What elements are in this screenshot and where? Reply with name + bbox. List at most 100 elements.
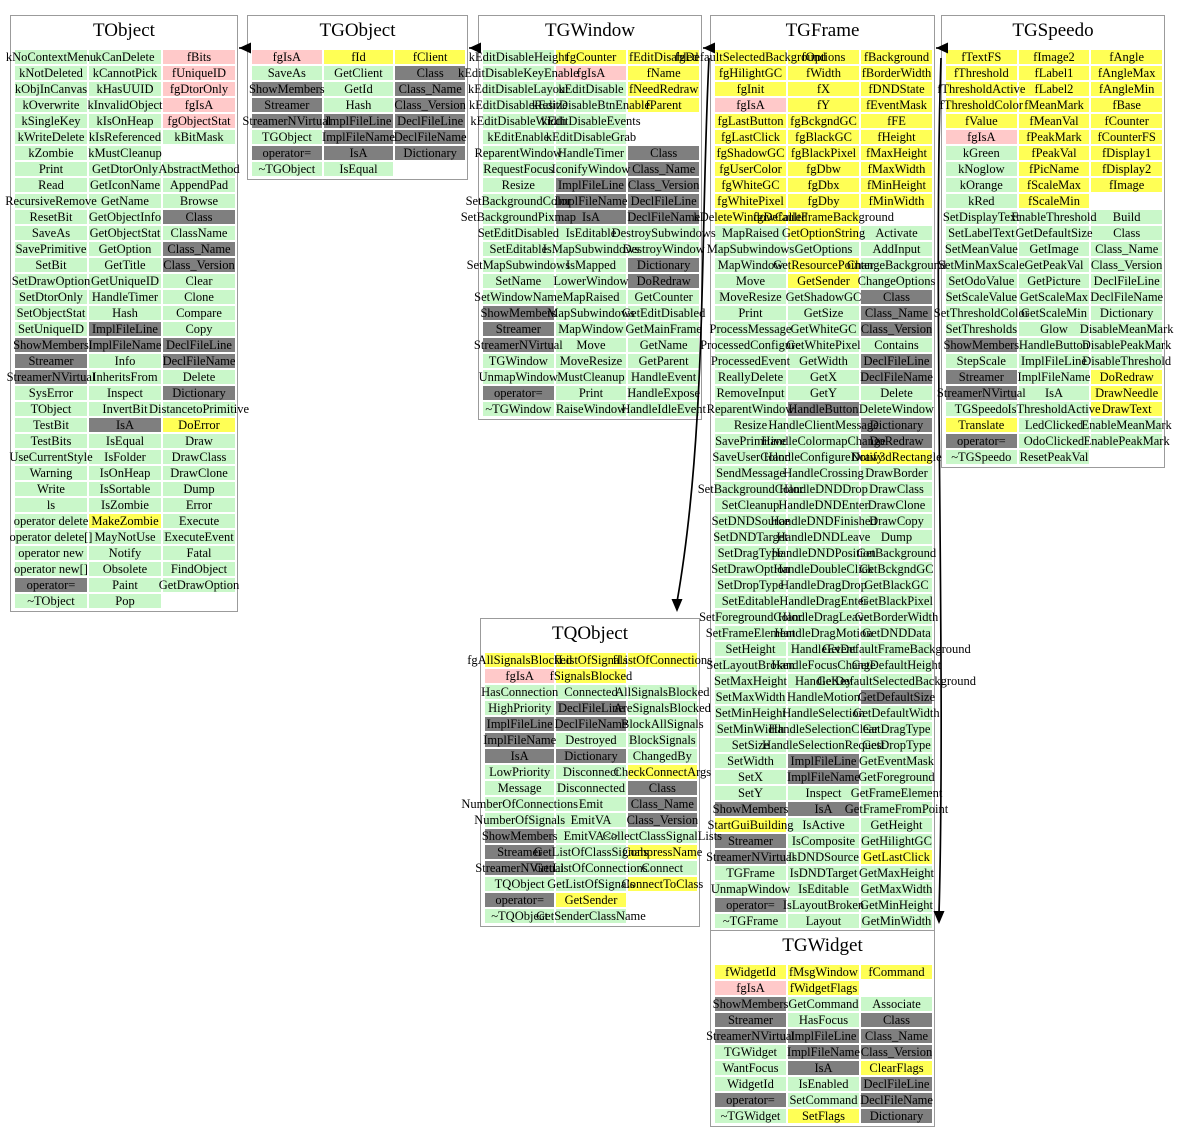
method-label: SetThresholdColor bbox=[933, 306, 1029, 320]
method-label: DeclFileLine bbox=[558, 701, 624, 715]
method-cell bbox=[483, 194, 554, 208]
member-cell bbox=[1018, 66, 1090, 80]
method-cell bbox=[788, 770, 859, 784]
member-cell bbox=[89, 82, 161, 96]
method-cell bbox=[395, 114, 465, 128]
method-cell bbox=[89, 530, 161, 544]
method-cell bbox=[485, 877, 555, 891]
method-label: SetX bbox=[738, 770, 763, 784]
member-cell bbox=[861, 194, 932, 208]
method-cell bbox=[715, 482, 786, 496]
method-cell bbox=[788, 1077, 859, 1091]
member-cell bbox=[788, 981, 859, 995]
method-label: HandleDragDrop bbox=[780, 578, 867, 592]
member-cell bbox=[555, 66, 627, 80]
method-label: DrawClass bbox=[869, 482, 924, 496]
method-cell bbox=[861, 498, 932, 512]
method-label: operator new bbox=[18, 546, 84, 560]
member-cell bbox=[946, 50, 1017, 64]
method-cell bbox=[715, 370, 786, 384]
method-cell bbox=[485, 845, 555, 859]
method-label: ~TGSpeedo bbox=[951, 450, 1012, 464]
method-cell bbox=[627, 717, 697, 731]
method-label: HandleDNDFinished bbox=[770, 514, 877, 528]
member-cell bbox=[1018, 178, 1090, 192]
class-box-tobject: TObject kNoContextMenu kNotDeleted kObjInCa… bbox=[5, 15, 249, 612]
method-cell bbox=[163, 498, 235, 512]
method-label: IsDNDSource bbox=[788, 850, 859, 864]
method-cell bbox=[788, 1109, 859, 1123]
method-cell bbox=[715, 1109, 786, 1123]
method-label: ~TObject bbox=[27, 594, 75, 608]
method-label: IsA bbox=[814, 802, 833, 816]
member-cell bbox=[715, 981, 786, 995]
method-label: EmitVA bbox=[570, 813, 612, 827]
method-label: ImplFileName bbox=[787, 1045, 860, 1059]
method-label: Dictionary bbox=[403, 146, 457, 160]
method-cell bbox=[483, 322, 554, 336]
method-label: SysError bbox=[28, 386, 74, 400]
method-label: IsFolder bbox=[104, 450, 146, 464]
method-label: ShowMembers bbox=[943, 338, 1020, 352]
member-label: fBackground bbox=[863, 50, 930, 64]
class-box-tgwindow: TGWindow kEditDisableHeight kEditDisableKe… bbox=[457, 15, 716, 420]
method-label: GetSize bbox=[803, 306, 844, 320]
method-label: Move bbox=[735, 274, 766, 288]
method-cell bbox=[555, 370, 627, 384]
member-cell bbox=[556, 669, 626, 683]
method-label: EnablePeakMark bbox=[1083, 434, 1170, 448]
method-label: DisablePeakMark bbox=[1081, 338, 1172, 352]
method-label: ShowMembers bbox=[481, 829, 558, 843]
method-cell bbox=[556, 765, 626, 779]
method-cell bbox=[715, 610, 786, 624]
member-cell bbox=[1091, 130, 1162, 144]
method-label: StreamerNVirtual bbox=[706, 850, 795, 864]
method-label: Class_Name bbox=[1095, 242, 1159, 256]
method-label: GetHeight bbox=[870, 818, 923, 832]
method-label: SetUniqueID bbox=[18, 322, 84, 336]
method-label: GetMaxHeight bbox=[859, 866, 934, 880]
method-label: SetEditDisabled bbox=[477, 226, 559, 240]
method-label: GetIconName bbox=[89, 178, 161, 192]
member-cell bbox=[15, 98, 87, 112]
method-label: TObject bbox=[30, 402, 72, 416]
method-cell bbox=[483, 306, 554, 320]
method-label: HandleSelection bbox=[782, 706, 865, 720]
method-cell bbox=[163, 402, 235, 416]
method-cell bbox=[715, 1029, 786, 1043]
member-cell bbox=[788, 50, 859, 64]
method-cell bbox=[89, 578, 161, 592]
method-label: Dump bbox=[880, 530, 913, 544]
method-label: Class_Name bbox=[632, 162, 696, 176]
method-cell bbox=[89, 418, 161, 432]
method-label: GetTitle bbox=[104, 258, 146, 272]
member-cell bbox=[485, 669, 555, 683]
method-label: GetWhitePixel bbox=[786, 338, 861, 352]
member-label: kEditDisableKeyEnable bbox=[457, 66, 579, 80]
member-cell bbox=[861, 130, 932, 144]
method-label: GetWhiteGC bbox=[790, 322, 857, 336]
method-label: Class bbox=[882, 290, 911, 304]
method-cell bbox=[252, 130, 322, 144]
method-label: MapSubwindows bbox=[706, 242, 795, 256]
method-cell bbox=[715, 1013, 786, 1027]
method-cell bbox=[715, 466, 786, 480]
method-label: ShowMembers bbox=[712, 802, 789, 816]
method-cell bbox=[1091, 274, 1162, 288]
method-label: TestBit bbox=[33, 418, 69, 432]
method-cell bbox=[483, 242, 554, 256]
member-label: fAngleMax bbox=[1097, 66, 1156, 80]
method-cell bbox=[788, 754, 859, 768]
method-label: DistancetoPrimitive bbox=[149, 402, 249, 416]
method-cell bbox=[556, 893, 626, 907]
method-cell bbox=[163, 258, 235, 272]
method-label: IsDNDTarget bbox=[789, 866, 858, 880]
method-label: GetScaleMax bbox=[1019, 290, 1088, 304]
method-label: GetWidth bbox=[799, 354, 848, 368]
method-label: ImplFileName bbox=[1017, 370, 1091, 384]
method-label: GetOptionString bbox=[781, 226, 866, 240]
method-cell bbox=[627, 861, 697, 875]
method-cell bbox=[715, 242, 786, 256]
method-label: ImplFileName bbox=[787, 770, 860, 784]
method-cell bbox=[556, 877, 626, 891]
